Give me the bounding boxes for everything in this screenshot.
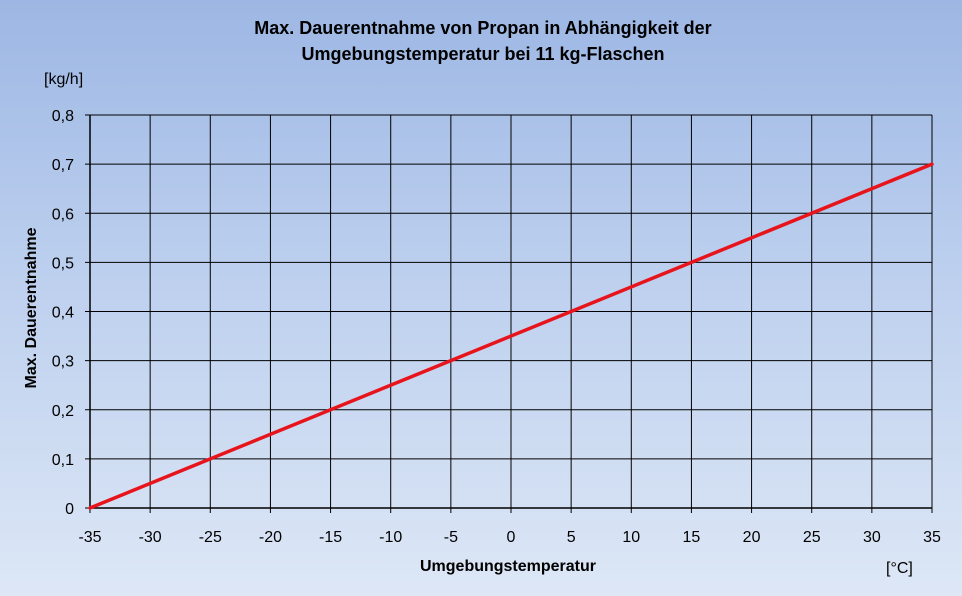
x-tick-label-0: -35 xyxy=(78,529,101,546)
series-layer xyxy=(88,162,934,510)
x-tick-label-7: 0 xyxy=(507,529,516,546)
y-tick-label-2: 0,2 xyxy=(52,403,74,420)
y-tick-label-7: 0,7 xyxy=(52,157,74,174)
x-tick-label-10: 15 xyxy=(683,529,701,546)
y-tick-label-5: 0,5 xyxy=(52,255,74,272)
grid-lines xyxy=(89,114,933,509)
x-unit-label: [°C] xyxy=(886,560,913,577)
x-tick-label-12: 25 xyxy=(803,529,821,546)
chart-title-line-1: Max. Dauerentnahme von Propan in Abhängi… xyxy=(254,18,711,38)
x-tick-label-13: 30 xyxy=(863,529,881,546)
series-line-0 xyxy=(88,162,934,510)
x-tick-label-2: -25 xyxy=(199,529,222,546)
x-tick-label-3: -20 xyxy=(259,529,282,546)
x-tick-label-5: -10 xyxy=(379,529,402,546)
y-tick-label-4: 0,4 xyxy=(52,305,74,322)
y-tick-label-6: 0,6 xyxy=(52,206,74,223)
y-axis-title: Max. Dauerentnahme xyxy=(23,227,40,388)
x-tick-label-11: 20 xyxy=(743,529,761,546)
x-tick-label-6: -5 xyxy=(444,529,458,546)
x-axis-title: Umgebungstemperatur xyxy=(420,558,596,575)
x-tick-label-8: 5 xyxy=(567,529,576,546)
y-tick-label-1: 0,1 xyxy=(52,452,74,469)
y-tick-label-3: 0,3 xyxy=(52,354,74,371)
x-tick-labels: -35 -30 -25 -20 -15 -10 -5 0 5 10 15 20 25 30 35 xyxy=(78,508,941,546)
y-unit-label: [kg/h] xyxy=(44,71,83,88)
x-tick-label-9: 10 xyxy=(622,529,640,546)
y-tick-label-0: 0 xyxy=(65,501,74,518)
x-tick-label-1: -30 xyxy=(139,529,162,546)
chart-title-line-2: Umgebungstemperatur bei 11 kg-Flaschen xyxy=(301,44,664,64)
y-tick-label-8: 0,8 xyxy=(52,108,74,125)
y-tick-labels: 0 0,1 0,2 0,3 0,4 0,5 0,6 0,7 0,8 xyxy=(52,108,90,518)
x-tick-label-14: 35 xyxy=(923,529,941,546)
x-tick-label-4: -15 xyxy=(319,529,342,546)
